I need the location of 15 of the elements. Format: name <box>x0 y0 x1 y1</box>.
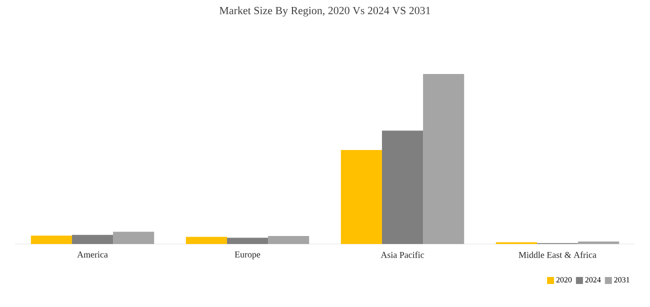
bar <box>340 150 382 244</box>
bar <box>186 236 227 244</box>
x-tick-label: Europe <box>234 252 260 260</box>
bar <box>423 74 464 244</box>
x-tick-label: Middle East & Africa <box>518 252 596 258</box>
x-tick-label: Asia Pacific <box>380 252 424 258</box>
x-tick-label: America <box>77 252 108 258</box>
bar <box>578 241 620 244</box>
bar <box>113 232 154 244</box>
bar <box>72 234 114 244</box>
bar <box>382 130 424 244</box>
bar <box>30 236 72 244</box>
chart-title: Market Size By Region, 2020 Vs 2024 VS 2031 <box>220 6 430 16</box>
bar <box>226 238 268 244</box>
bar <box>268 236 310 244</box>
